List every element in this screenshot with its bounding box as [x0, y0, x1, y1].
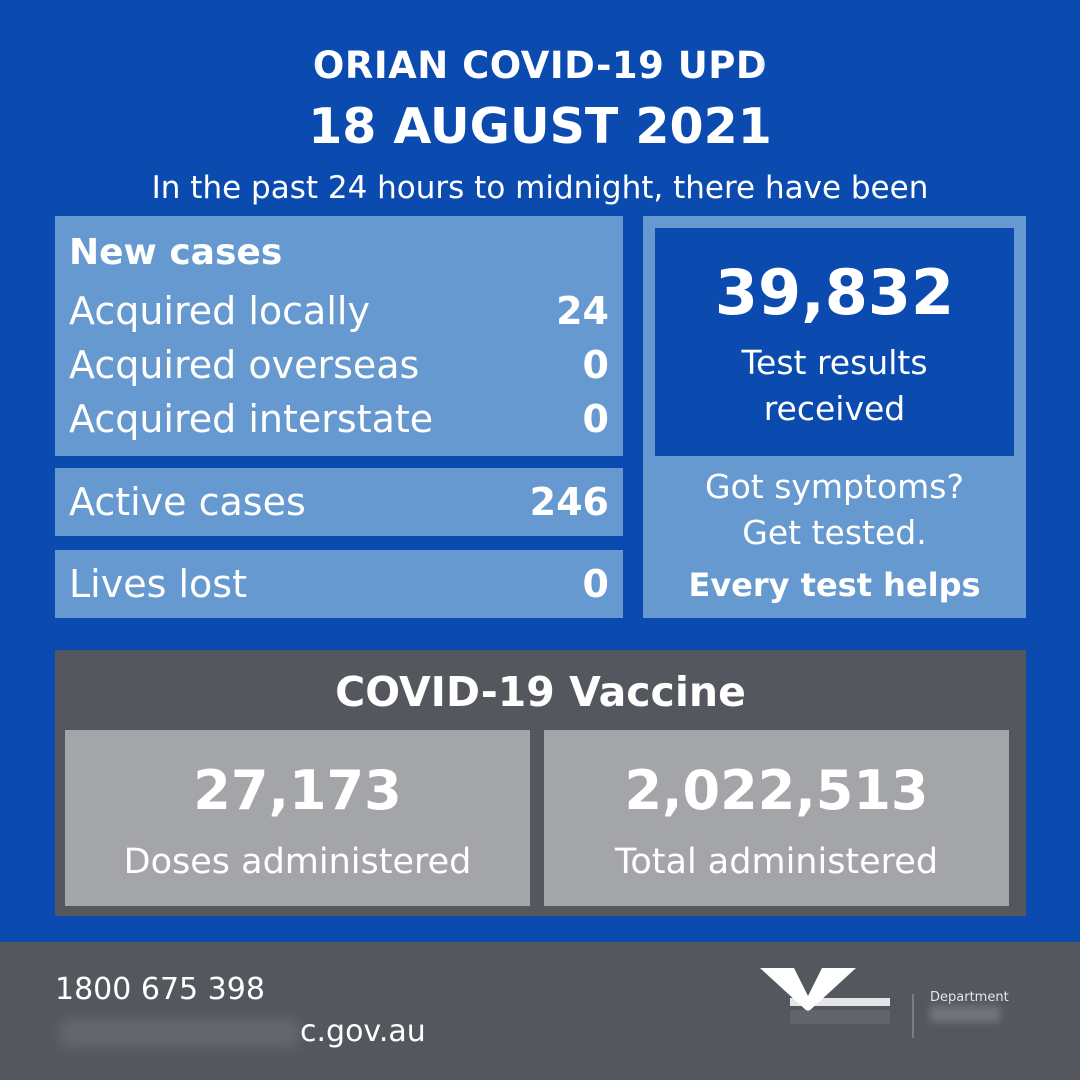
vaccine-title: COVID-19 Vaccine	[335, 668, 746, 716]
lives-lost-label: Lives lost	[69, 562, 247, 606]
total-card: 2,022,513 Total administered	[544, 730, 1009, 906]
update-date: 18 AUGUST 2021	[308, 98, 772, 155]
title-blur-overlay-left	[188, 50, 308, 84]
acquired-locally-label: Acquired locally	[69, 289, 370, 333]
symptoms-line2: Get tested.	[742, 513, 927, 552]
doses-card: 27,173 Doses administered	[65, 730, 530, 906]
page-title: ORIAN COVID-19 UPD	[312, 44, 768, 87]
website-blur-overlay	[60, 1018, 300, 1048]
acquired-interstate-label: Acquired interstate	[69, 397, 434, 441]
symptoms-line1: Got symptoms?	[705, 467, 964, 506]
department-blur-overlay	[930, 1006, 1000, 1022]
acquired-overseas-value: 0	[582, 343, 609, 387]
tests-label-line1: Test results	[741, 343, 928, 382]
new-cases-heading: New cases	[69, 232, 283, 273]
new-cases-panel: New cases Acquired locally 24 Acquired o…	[55, 216, 623, 456]
lives-lost-value: 0	[582, 562, 609, 606]
acquired-interstate-value: 0	[582, 397, 609, 441]
lives-lost-panel: Lives lost 0	[55, 550, 623, 618]
doses-label: Doses administered	[123, 842, 472, 882]
total-number: 2,022,513	[624, 759, 929, 822]
logo-divider	[912, 994, 914, 1038]
tests-label: Test results received	[655, 340, 1014, 432]
website-link: c.gov.au	[300, 1014, 426, 1049]
doses-number: 27,173	[193, 759, 402, 822]
acquired-overseas-label: Acquired overseas	[69, 343, 420, 387]
vaccine-panel: COVID-19 Vaccine 27,173 Doses administer…	[55, 650, 1026, 916]
active-cases-label: Active cases	[69, 480, 306, 524]
every-test-helps: Every test helps	[688, 566, 981, 604]
footer: 1800 675 398 c.gov.au Department	[0, 942, 1080, 1080]
tests-number: 39,832	[714, 256, 955, 329]
period-subtitle: In the past 24 hours to midnight, there …	[151, 170, 929, 206]
tests-label-line2: received	[763, 389, 906, 428]
hotline-phone: 1800 675 398	[55, 972, 265, 1007]
victoria-logo-icon	[760, 968, 890, 1024]
active-cases-panel: Active cases 246	[55, 468, 623, 536]
tests-panel: 39,832 Test results received Got symptom…	[643, 216, 1026, 618]
department-text: Department	[930, 990, 1009, 1005]
acquired-locally-value: 24	[556, 289, 609, 333]
symptoms-message: Got symptoms? Get tested.	[643, 464, 1026, 556]
tests-results-box: 39,832 Test results received	[655, 228, 1014, 456]
active-cases-value: 246	[529, 480, 609, 524]
title-blur-overlay-right	[770, 50, 890, 84]
total-label: Total administered	[614, 842, 939, 882]
